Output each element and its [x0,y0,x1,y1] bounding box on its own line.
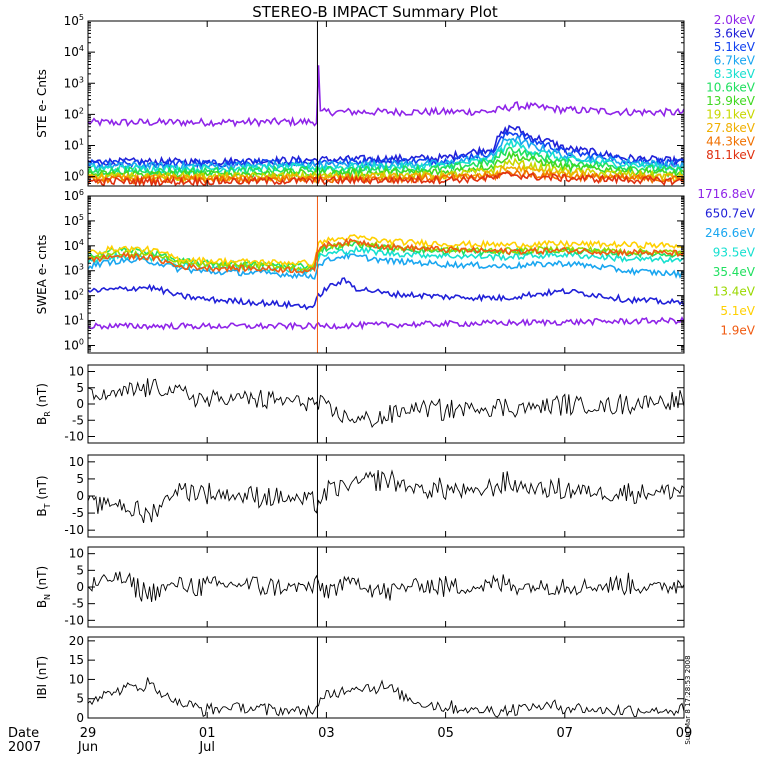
series-line [88,469,684,524]
y-tick-label: 20 [69,634,84,648]
y-tick-label: 0 [76,580,84,594]
x-tick-label: 07 [557,726,574,741]
x-tick-month: Jun [77,740,98,755]
series-line [88,677,684,718]
legend-entry: 5.1keV [714,40,756,54]
legend-entry: 13.9keV [706,94,756,108]
y-tick-label: 15 [69,653,84,667]
legend-entry: 1.9eV [720,324,755,338]
y-tick-label: 10 [69,547,84,561]
x-tick-label: 09 [676,726,693,741]
y-tick-label: 10 [69,365,84,379]
series-line-650.7eV [88,277,684,311]
y-tick-label: -10 [64,523,84,537]
legend-entry: 5.1eV [720,304,755,318]
year-label: 2007 [8,740,41,755]
generation-stamp: Sun Mar 8 17:28:53 2008 [684,655,692,744]
y-tick-label: 0 [76,711,84,725]
y-tick-label: -5 [72,413,84,427]
legend-entry: 93.5eV [713,246,756,260]
x-tick-label: 29 [80,726,97,741]
series-line-1716.8eV [88,315,684,331]
x-tick-label: 03 [318,726,335,741]
legend-entry: 35.4eV [713,265,756,279]
legend-entry: 8.3keV [714,67,756,81]
y-tick-label: 5 [76,381,84,395]
y-tick-label: -5 [72,506,84,520]
legend-entry: 19.1keV [706,108,756,122]
y-tick-label: -10 [64,430,84,444]
series-line-81.1keV [88,171,684,186]
legend-entry: 2.0keV [714,13,756,27]
panel-data [88,234,684,331]
panel-bmag: 20 15 10 5 0 IBI (nT) [35,634,685,725]
series-line-93.5eV [88,245,684,275]
legend-entry: 10.6keV [706,81,756,95]
legend-entry: 650.7eV [705,207,756,221]
series-line-5.1eV [88,234,684,267]
legend-entry: 13.4eV [713,285,756,299]
legend-entry: 1716.8eV [697,187,755,201]
series-line [88,571,684,602]
legend-entry: 44.3keV [706,135,756,149]
date-label: Date [8,726,39,741]
x-tick-month: Jul [198,740,215,755]
y-tick-label: 5 [76,692,84,706]
y-tick-label: 10 [69,672,84,686]
legend-entry: 3.6keV [714,27,756,41]
panel-frame [87,636,685,719]
y-axis-label: SWEA e- cnts [35,235,49,315]
y-axis-label: IBI (nT) [35,656,49,699]
y-tick-label: 5 [76,472,84,486]
x-tick-label: 05 [437,726,454,741]
panel-data [88,65,684,186]
y-tick-label: 0 [76,489,84,503]
legend-entry: 27.8keV [706,121,756,135]
panel-data [88,378,684,428]
panel-data [88,469,684,524]
y-tick-label: 0 [76,397,84,411]
y-tick-label: -10 [64,613,84,627]
series-line-1.9eV [88,237,684,274]
legend-entry: 81.1keV [706,148,756,162]
panel-data [88,571,684,602]
series-line [88,378,684,428]
panel-data [88,677,684,718]
legend-entry: 6.7keV [714,54,756,68]
y-tick-label: 5 [76,563,84,577]
y-axis-label: STE e- Cnts [35,69,49,138]
plot-title: STEREO-B IMPACT Summary Plot [252,3,498,21]
y-tick-label: 10 [69,455,84,469]
series-line-2.0keV [88,65,684,128]
x-tick-label: 01 [199,726,216,741]
y-tick-label: -5 [72,597,84,611]
legend-entry: 246.6eV [705,226,756,240]
panel-frame [87,20,685,187]
